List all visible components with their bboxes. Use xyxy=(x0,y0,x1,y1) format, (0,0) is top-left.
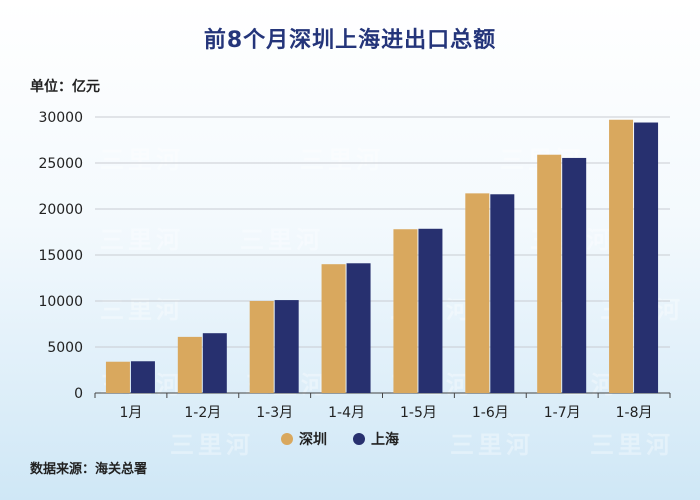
legend-label-shenzhen: 深圳 xyxy=(299,431,327,448)
bar-shanghai xyxy=(634,122,659,394)
bar-shanghai xyxy=(346,263,371,393)
y-tick-label: 5000 xyxy=(47,340,83,356)
legend-marker-shanghai xyxy=(353,433,365,445)
legend-marker-shenzhen xyxy=(281,433,293,445)
x-tick-label: 1-4月 xyxy=(328,405,365,421)
bar-shenzhen xyxy=(537,154,562,393)
bar-shanghai xyxy=(202,333,227,393)
x-tick-label: 1-6月 xyxy=(472,405,509,421)
x-tick-label: 1-5月 xyxy=(400,405,437,421)
bar-shenzhen xyxy=(393,229,418,393)
bar-shanghai xyxy=(274,300,299,393)
bar-shanghai xyxy=(562,157,587,393)
x-tick-label: 1-3月 xyxy=(256,405,293,421)
y-tick-label: 10000 xyxy=(38,294,83,310)
legend-label-shanghai: 上海 xyxy=(371,431,399,448)
bar-shenzhen xyxy=(465,193,490,393)
bar-shenzhen xyxy=(321,264,346,393)
unit-label: 单位：亿元 xyxy=(30,79,100,95)
y-tick-label: 30000 xyxy=(38,110,83,126)
x-tick-label: 1-7月 xyxy=(544,405,581,421)
x-tick-label: 1月 xyxy=(119,405,142,421)
bar-shenzhen xyxy=(177,336,202,393)
bar-shenzhen xyxy=(105,361,130,393)
y-tick-label: 25000 xyxy=(38,156,83,172)
x-tick-label: 1-8月 xyxy=(616,405,653,421)
data-source: 数据来源：海关总署 xyxy=(30,462,148,477)
bar-shanghai xyxy=(490,194,515,393)
y-tick-label: 0 xyxy=(74,386,83,402)
x-tick-label: 1-2月 xyxy=(184,405,221,421)
y-tick-label: 15000 xyxy=(38,248,83,264)
bar-shanghai xyxy=(418,228,443,393)
chart-title: 前8个月深圳上海进出口总额 xyxy=(203,28,497,53)
y-tick-label: 20000 xyxy=(38,202,83,218)
bar-shenzhen xyxy=(249,301,274,393)
bar-shanghai xyxy=(130,361,155,393)
bar-shenzhen xyxy=(609,119,634,393)
